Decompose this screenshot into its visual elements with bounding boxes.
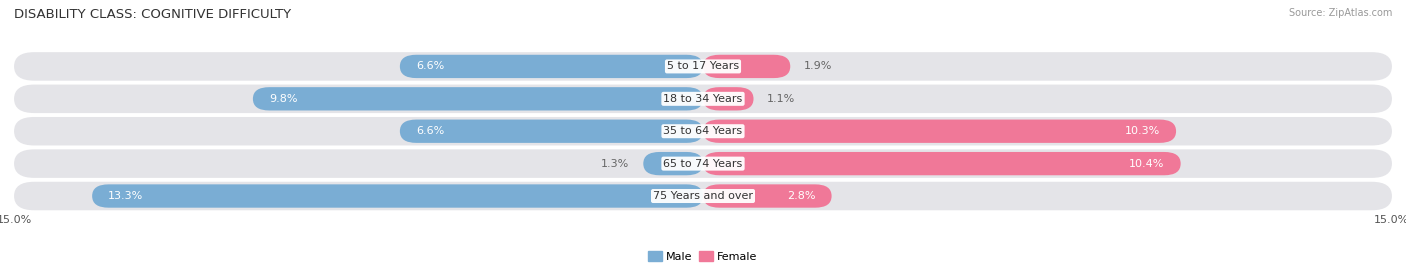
FancyBboxPatch shape [703,120,1175,143]
FancyBboxPatch shape [253,87,703,110]
Text: Source: ZipAtlas.com: Source: ZipAtlas.com [1288,8,1392,18]
Text: 1.1%: 1.1% [768,94,796,104]
Text: 6.6%: 6.6% [416,126,444,136]
Text: 75 Years and over: 75 Years and over [652,191,754,201]
Text: 10.3%: 10.3% [1125,126,1160,136]
Text: 1.9%: 1.9% [804,61,832,72]
FancyBboxPatch shape [399,120,703,143]
Legend: Male, Female: Male, Female [644,247,762,266]
FancyBboxPatch shape [644,152,703,175]
Text: 65 to 74 Years: 65 to 74 Years [664,158,742,169]
FancyBboxPatch shape [14,52,1392,81]
Text: 5 to 17 Years: 5 to 17 Years [666,61,740,72]
FancyBboxPatch shape [14,85,1392,113]
Text: 18 to 34 Years: 18 to 34 Years [664,94,742,104]
FancyBboxPatch shape [703,184,831,208]
Text: 13.3%: 13.3% [108,191,143,201]
Text: 9.8%: 9.8% [269,94,298,104]
FancyBboxPatch shape [703,152,1181,175]
FancyBboxPatch shape [14,117,1392,146]
FancyBboxPatch shape [703,87,754,110]
FancyBboxPatch shape [14,182,1392,210]
Text: 1.3%: 1.3% [602,158,630,169]
FancyBboxPatch shape [93,184,703,208]
Text: 6.6%: 6.6% [416,61,444,72]
Text: 35 to 64 Years: 35 to 64 Years [664,126,742,136]
FancyBboxPatch shape [399,55,703,78]
Text: 10.4%: 10.4% [1129,158,1164,169]
FancyBboxPatch shape [703,55,790,78]
FancyBboxPatch shape [14,149,1392,178]
Text: 2.8%: 2.8% [787,191,815,201]
Text: DISABILITY CLASS: COGNITIVE DIFFICULTY: DISABILITY CLASS: COGNITIVE DIFFICULTY [14,8,291,21]
